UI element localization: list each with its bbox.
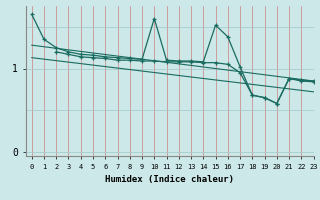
- X-axis label: Humidex (Indice chaleur): Humidex (Indice chaleur): [105, 175, 234, 184]
